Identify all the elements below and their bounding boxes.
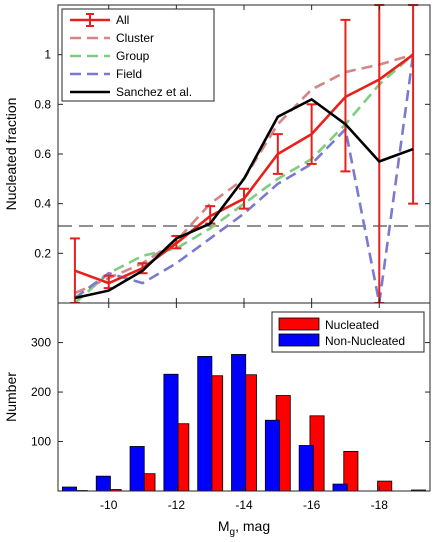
x-tick-label: -14 [235, 498, 253, 512]
errorbar [306, 103, 317, 165]
series-line-field [74, 54, 415, 304]
fraction-series [69, 4, 419, 304]
bar-non-nucleated [332, 483, 348, 492]
y-tick-label: 0.8 [34, 97, 51, 111]
fraction-panel: 0.2 0.4 0.6 0.8 1 Nucleated fraction All Clus… [3, 4, 431, 304]
legend-swatch [278, 333, 320, 347]
x-label-main: M [218, 518, 230, 534]
series-line-sanchez-et-al [74, 97, 414, 300]
x-label-rest: , mag [235, 518, 270, 534]
y-tick-label: 300 [31, 336, 51, 350]
legend-label: Nucleated [325, 318, 379, 332]
x-tick-label: -12 [168, 498, 186, 512]
y-tick-label: 200 [31, 385, 51, 399]
legend-label: All [116, 13, 129, 27]
series-sanchez-et-al [74, 97, 414, 300]
count-panel: 100 200 300 -10 -12 -14 -16 -18 Number Mg, mag… [3, 302, 431, 538]
x-tick-label: -18 [371, 498, 389, 512]
fraction-legend: All Cluster Group Field Sanchez et al. [61, 8, 215, 102]
y-tick-label: 100 [31, 435, 51, 449]
bar-non-nucleated [197, 356, 213, 492]
y-tick-label: 1 [44, 48, 51, 62]
bar-non-nucleated [231, 354, 247, 492]
legend-item-field: Field [70, 67, 142, 81]
count-y-axis-label: Number [3, 372, 19, 422]
x-tick-label: -16 [303, 498, 321, 512]
errorbar [272, 133, 283, 175]
x-tick-label: -10 [100, 498, 118, 512]
legend-label: Group [116, 49, 150, 63]
count-y-ticks: 100 200 300 [31, 336, 430, 449]
series-group [74, 53, 414, 304]
legend-item-cluster: Cluster [70, 31, 154, 45]
y-tick-label: 0.6 [34, 147, 51, 161]
legend-swatch [278, 317, 320, 331]
count-x-axis-label: Mg, mag [218, 518, 270, 538]
legend-item-non-nucleated: Non-Nucleated [278, 333, 405, 348]
bar-non-nucleated [62, 486, 78, 492]
errorbar [340, 18, 351, 173]
series-all [69, 4, 419, 304]
legend-item-all: All [70, 13, 129, 27]
legend-label: Cluster [116, 31, 154, 45]
legend-item-group: Group [70, 49, 150, 63]
legend-item-nucleated: Nucleated [278, 317, 379, 332]
bar-non-nucleated [163, 373, 179, 492]
bar-non-nucleated [264, 419, 280, 492]
errorbar [239, 187, 249, 210]
fraction-y-axis-label: Nucleated fraction [3, 98, 19, 211]
series-line-group [74, 53, 414, 304]
y-tick-label: 0.4 [34, 197, 51, 211]
legend-label: Sanchez et al. [116, 85, 192, 99]
bar-non-nucleated [298, 445, 314, 492]
legend-label: Field [116, 67, 142, 81]
count-x-ticks: -10 -12 -14 -16 -18 [100, 303, 388, 512]
y-tick-label: 0.2 [34, 246, 51, 260]
count-legend: Nucleated Non-Nucleated [271, 311, 425, 353]
fraction-y-ticks: 0.2 0.4 0.6 0.8 1 [34, 48, 430, 260]
series-field [74, 54, 415, 304]
x-label-subscript: g [230, 527, 236, 538]
legend-item-sanchez-et-al: Sanchez et al. [70, 85, 192, 99]
bar-non-nucleated [129, 446, 145, 492]
legend-label: Non-Nucleated [325, 334, 405, 348]
